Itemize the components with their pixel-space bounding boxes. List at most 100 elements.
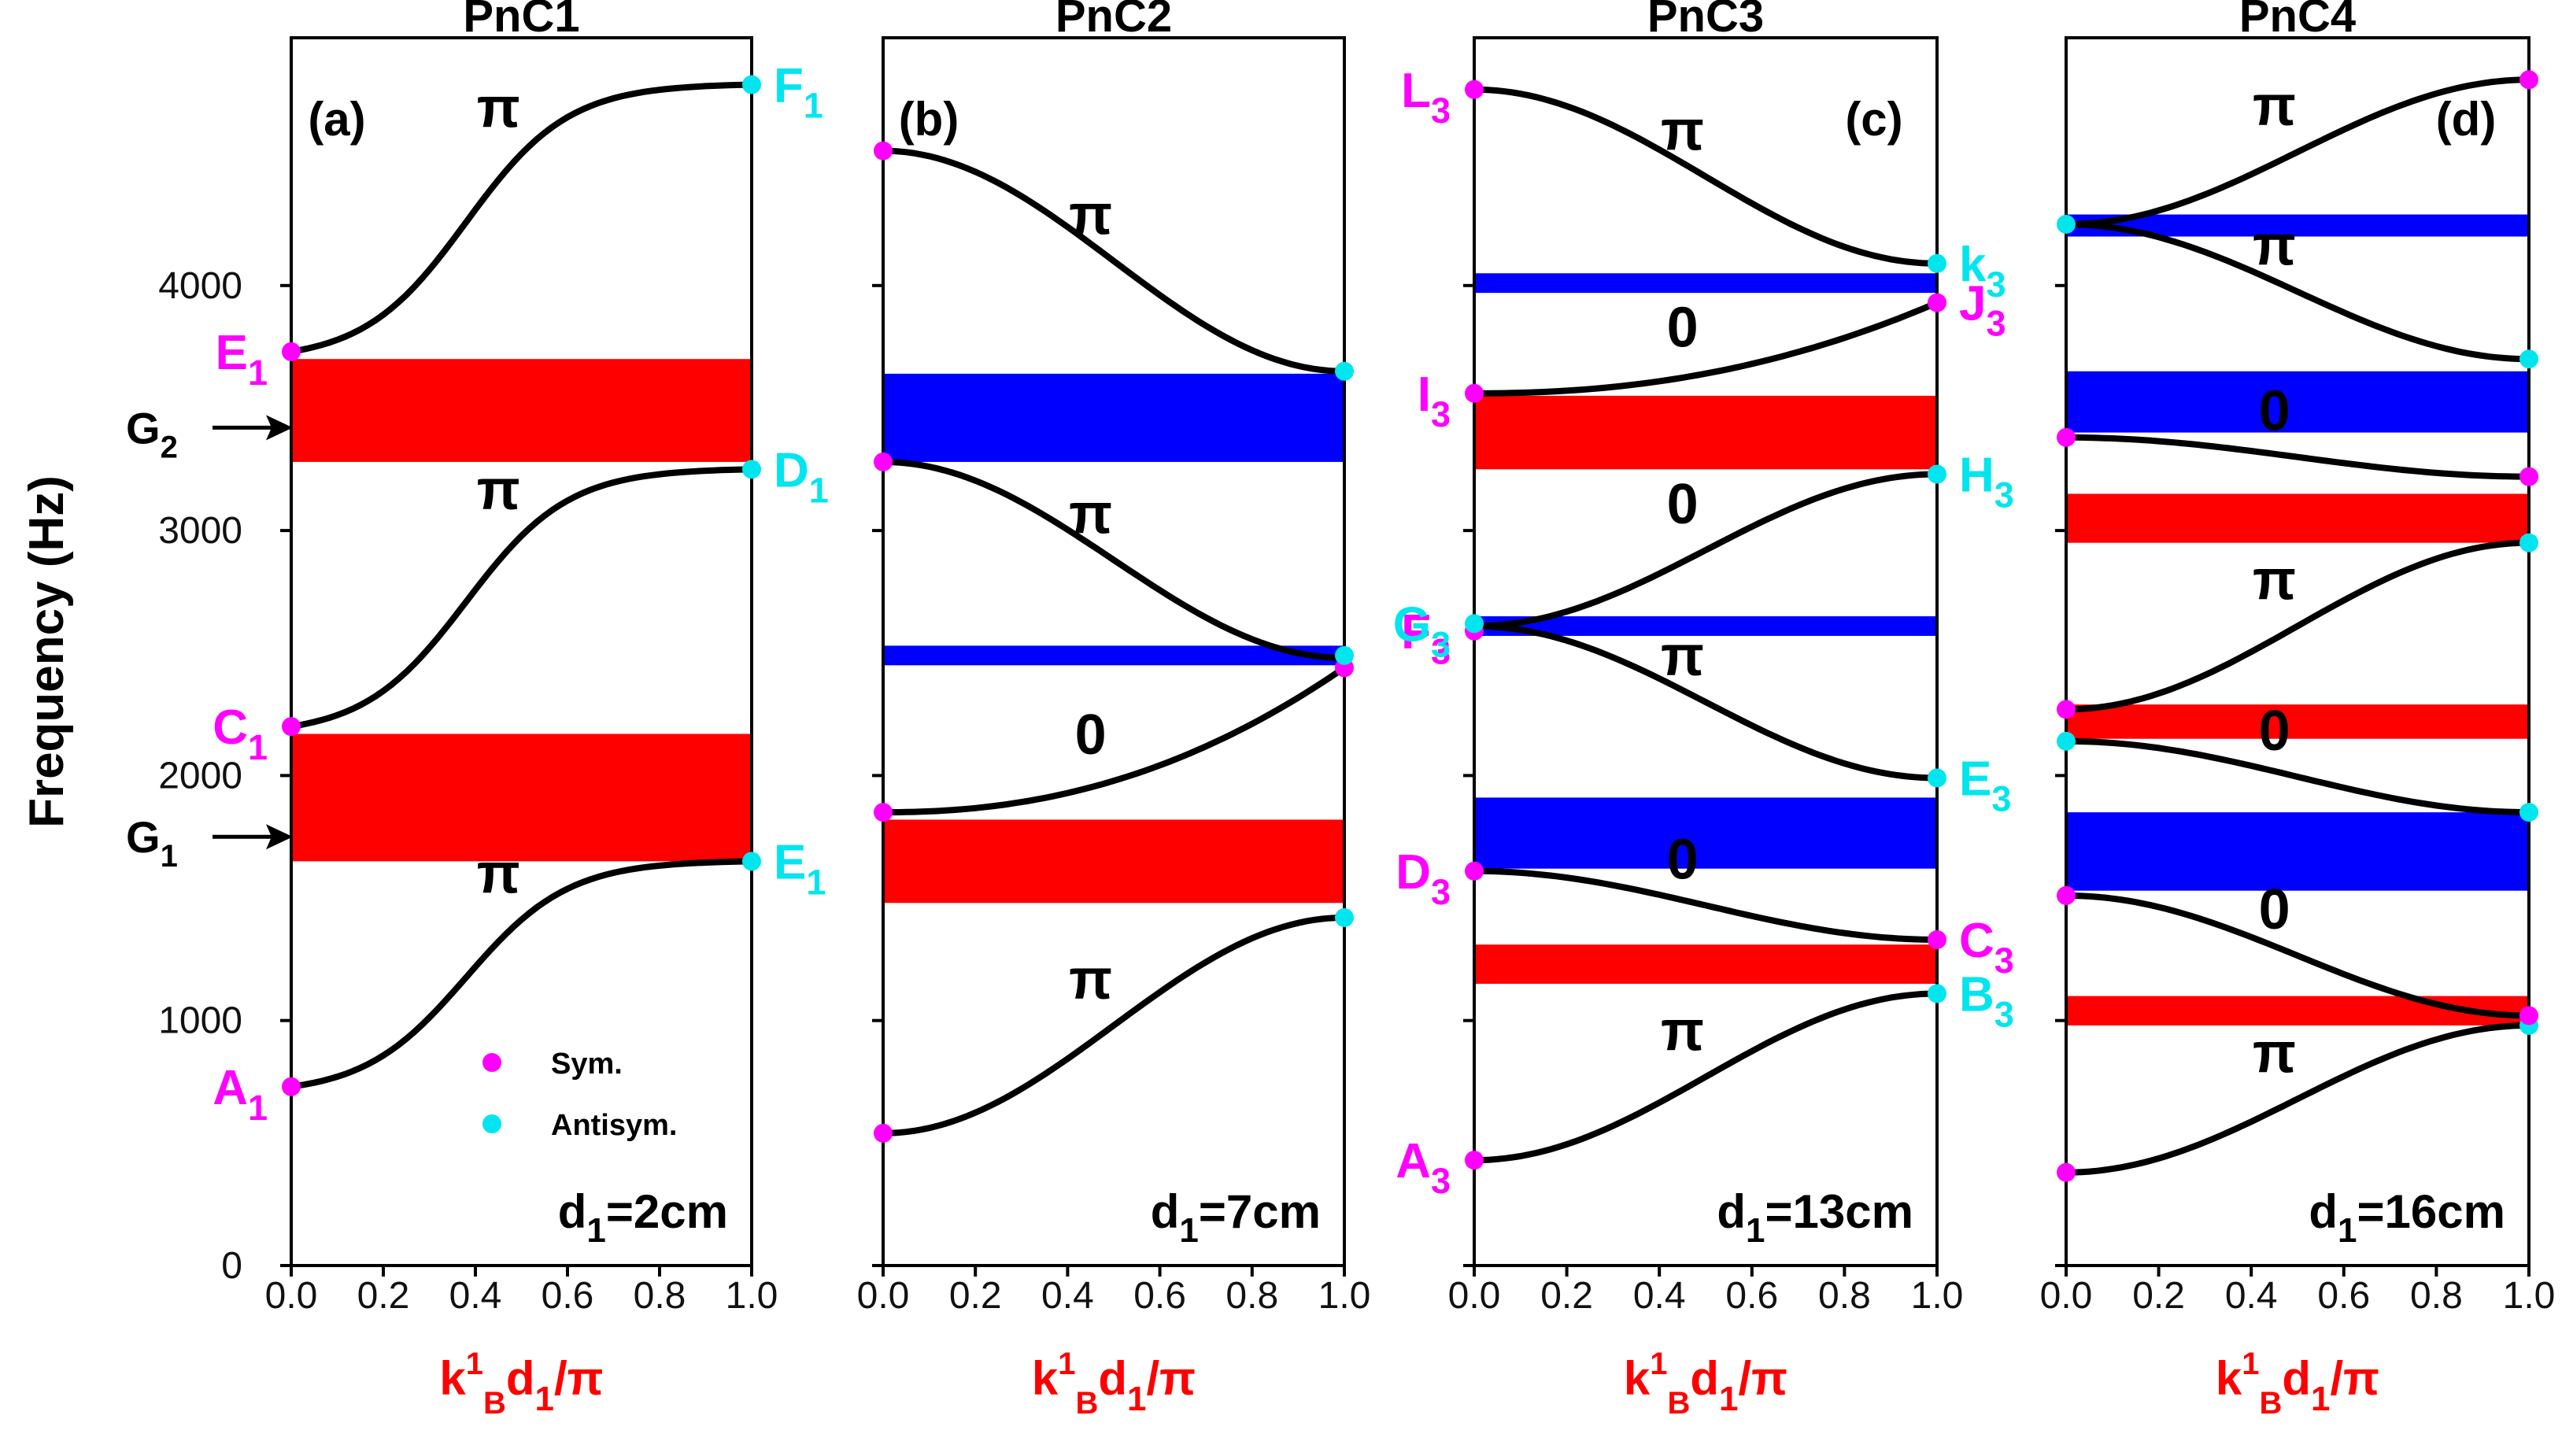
symmetric-point xyxy=(874,452,893,471)
dispersion-curve xyxy=(880,458,1347,661)
x-tick-label: 0.0 xyxy=(857,1275,910,1317)
panel-4: PnC4 0.0 0.2 0.4 0.6 0.8 1.0 π 0 0 π 0 π π (d) d1=16cm k… xyxy=(2040,0,2556,1421)
symmetric-point xyxy=(2057,427,2076,447)
dispersion-curve xyxy=(880,147,1347,375)
x-tick-label: 0.4 xyxy=(1633,1275,1686,1317)
point-label: D1 xyxy=(774,443,829,510)
dispersion-curve xyxy=(880,915,1347,1136)
antisymmetric-point xyxy=(2057,214,2076,234)
symmetric-point xyxy=(874,1123,893,1143)
mode-label: π xyxy=(1069,482,1112,545)
x-tick-label: 0.6 xyxy=(2317,1275,2370,1317)
x-tick-label: 1.0 xyxy=(1318,1275,1371,1317)
plot-frame xyxy=(1473,36,1939,1267)
antisymmetric-gap-band xyxy=(1474,273,1937,294)
point-label: E3 xyxy=(1959,752,2011,819)
point-label: F3 xyxy=(1401,605,1451,672)
point-label: E1 xyxy=(774,835,826,902)
point-label: D3 xyxy=(1396,845,1451,912)
symmetric-gap-band xyxy=(1474,944,1937,985)
antisymmetric-point xyxy=(2057,731,2076,751)
point-label: C3 xyxy=(1959,914,2014,981)
mode-label: π xyxy=(2253,215,2296,278)
symmetric-gap-band xyxy=(883,819,1344,904)
dispersion-curve xyxy=(1471,867,1940,943)
symmetric-gap-band xyxy=(2066,493,2529,543)
antisymmetric-gap-band xyxy=(1474,616,1937,636)
symmetric-point xyxy=(1928,929,1946,949)
point-label: H3 xyxy=(1959,449,2014,516)
y-tick-label: 3000 xyxy=(158,510,242,552)
legend-sym-label: Sym. xyxy=(551,1048,623,1081)
gap-arrow-label: G2 xyxy=(126,403,178,464)
point-label: A1 xyxy=(213,1061,268,1128)
plot-frame xyxy=(2065,36,2530,1267)
panel-title: PnC2 xyxy=(1055,0,1172,42)
antisymmetric-point xyxy=(742,852,761,871)
symmetric-point xyxy=(1465,861,1484,881)
panel-title: PnC1 xyxy=(463,0,579,42)
x-axis-label: k1Bd1/π xyxy=(2216,1347,2379,1421)
gap-arrow-head xyxy=(266,415,293,441)
panel-letter: (b) xyxy=(899,93,959,146)
antisymmetric-point xyxy=(1928,253,1946,273)
legend: Sym. Antisym. xyxy=(482,1048,677,1142)
mode-label: 0 xyxy=(1075,704,1107,767)
symmetric-point xyxy=(874,803,893,822)
antisymmetric-gap-band xyxy=(2066,812,2529,891)
x-tick-label: 0.6 xyxy=(1725,1275,1778,1317)
point-label: L3 xyxy=(1401,64,1451,131)
mode-label: π xyxy=(1661,1000,1704,1062)
x-tick-label: 0.4 xyxy=(1041,1275,1094,1317)
mode-label: π xyxy=(1069,948,1112,1011)
mode-label: 0 xyxy=(1667,828,1699,891)
dispersion-curve xyxy=(2063,76,2532,227)
symmetric-point xyxy=(2057,700,2076,719)
symmetric-point xyxy=(1465,1151,1484,1170)
thickness-label: d1=13cm xyxy=(1717,1185,1913,1250)
panel-title: PnC3 xyxy=(1647,0,1764,42)
point-label: C1 xyxy=(213,700,268,767)
mode-label: 0 xyxy=(2259,700,2290,763)
antisymmetric-point xyxy=(1335,645,1354,665)
panel-1: PnC1 0.0 0.2 0.4 0.6 0.8 1.0 π π π A1 E1 C1 D1 E1 F1 (a)… xyxy=(213,0,829,1421)
dispersion-curve xyxy=(2063,221,2532,363)
mode-label: π xyxy=(477,843,520,906)
y-axis-label: Frequency (Hz) xyxy=(20,475,74,828)
mode-label: π xyxy=(477,459,520,522)
dispersion-curve xyxy=(288,81,755,355)
antisymmetric-gap-band xyxy=(883,645,1344,666)
legend-antisym-marker xyxy=(482,1114,501,1133)
symmetric-point xyxy=(282,1077,301,1096)
x-tick-label: 0.0 xyxy=(1448,1275,1501,1317)
symmetric-point xyxy=(874,141,893,161)
x-tick-label: 0.8 xyxy=(1226,1275,1278,1317)
dispersion-curve xyxy=(2063,1022,2532,1176)
x-tick-label: 0.0 xyxy=(2040,1275,2093,1317)
antisymmetric-point xyxy=(2519,803,2538,822)
point-label: A3 xyxy=(1396,1134,1451,1201)
symmetric-point xyxy=(2519,1006,2538,1025)
symmetric-gap-band xyxy=(1474,395,1937,470)
mode-label: 0 xyxy=(2259,380,2290,443)
dispersion-curve xyxy=(2063,892,2532,1019)
point-label: J3 xyxy=(1959,277,2006,344)
panel-2: PnC2 0.0 0.2 0.4 0.6 0.8 1.0 π 0 π π (b) d1=7cm k1Bd1… xyxy=(857,0,1371,1421)
antisymmetric-point xyxy=(742,460,761,479)
symmetric-gap-band xyxy=(291,359,752,462)
x-tick-label: 0.2 xyxy=(357,1275,410,1317)
antisymmetric-point xyxy=(742,75,761,94)
symmetric-point xyxy=(2057,885,2076,905)
dispersion-curve xyxy=(1471,990,1940,1164)
x-tick-label: 0.6 xyxy=(542,1275,594,1317)
dispersion-curve xyxy=(1471,86,1940,267)
gap-arrow-head xyxy=(266,824,293,850)
thickness-label: d1=2cm xyxy=(558,1185,728,1250)
symmetric-point xyxy=(1465,383,1484,403)
point-label: E1 xyxy=(216,326,268,393)
mode-label: π xyxy=(1661,625,1704,688)
antisymmetric-gap-band xyxy=(2066,371,2529,433)
panel-letter: (c) xyxy=(1845,93,1902,146)
thickness-label: d1=7cm xyxy=(1151,1185,1321,1250)
antisymmetric-point xyxy=(1465,614,1484,634)
